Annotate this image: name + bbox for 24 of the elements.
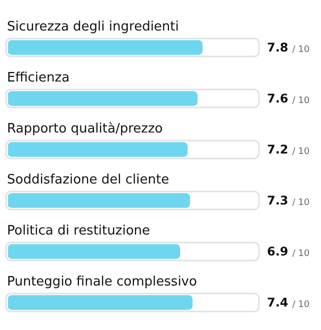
text: / 10 <box>292 44 310 55</box>
bar <box>8 91 198 106</box>
y-tick-label: Politica di restituzione <box>7 224 150 238</box>
y-tick-label: Sicurezza degli ingredienti <box>7 20 179 34</box>
data-label: 7.2 <box>267 142 288 157</box>
data-label: 7.6 <box>267 92 288 106</box>
y-tick-label: Punteggio finale complessivo <box>7 274 197 290</box>
data-label: 7.4 <box>267 296 288 310</box>
bar <box>8 40 203 55</box>
data-label: 7.3 <box>267 194 288 208</box>
bar <box>8 244 180 259</box>
text: / 10 <box>292 248 310 259</box>
text: / 10 <box>292 146 310 157</box>
y-tick-label: Efficienza <box>7 70 70 86</box>
y-tick-label: Rapporto qualità/prezzo <box>7 122 163 136</box>
y-tick-label: Soddisfazione del cliente <box>7 172 170 188</box>
bar <box>8 142 188 157</box>
bar <box>8 193 190 208</box>
bar <box>8 295 193 310</box>
text: / 10 <box>292 96 310 106</box>
text: / 10 <box>292 300 310 310</box>
data-label: 6.9 <box>267 244 288 259</box>
text: / 10 <box>292 198 310 208</box>
data-label: 7.8 <box>267 40 288 55</box>
